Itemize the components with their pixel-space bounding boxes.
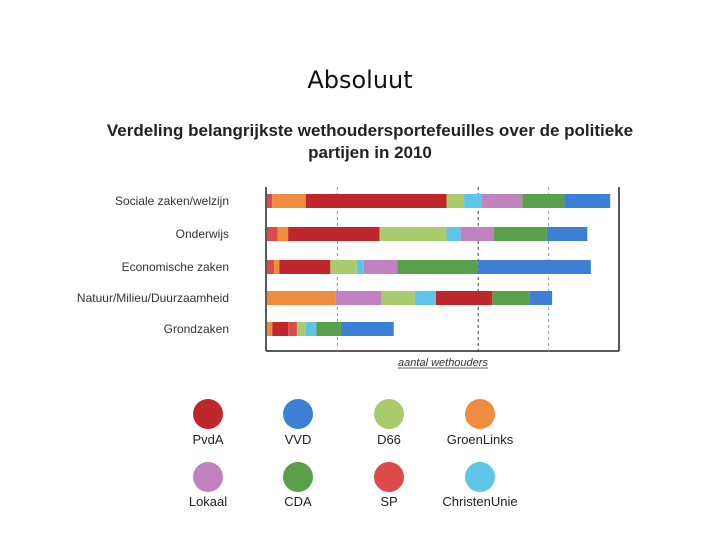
legend-label: GroenLinks <box>447 432 514 447</box>
bar-segment-pvda <box>305 194 447 208</box>
slide-title: Absoluut <box>307 66 413 94</box>
legend-swatch-groenlinks <box>465 399 495 429</box>
bar-segment-cda <box>316 322 341 336</box>
bar-segment-groenlinks <box>272 194 306 208</box>
bar-segment-sp <box>288 322 297 336</box>
bar-segment-cda <box>494 227 547 241</box>
bar-segment-d66 <box>446 194 465 208</box>
legend-swatch-pvda <box>193 399 223 429</box>
bar-segment-cda <box>397 260 479 274</box>
bar-segment-lokaal <box>460 227 495 241</box>
category-label: Grondzaken <box>164 322 229 336</box>
category-label: Onderwijs <box>176 227 229 241</box>
chart-title: Verdeling belangrijkste wethoudersportef… <box>106 121 634 162</box>
legend-label: D66 <box>377 432 401 447</box>
bar-segment-vvd <box>546 227 588 241</box>
legend-label: CDA <box>284 494 312 509</box>
bar-segment-lokaal <box>335 291 382 305</box>
bar-segment-christenunie <box>414 291 436 305</box>
bar-segment-cda <box>522 194 565 208</box>
bar-segment-christenunie <box>446 227 461 241</box>
bar-segment-christenunie <box>464 194 482 208</box>
legend-swatch-d66 <box>374 399 404 429</box>
legend: PvdA VVD D66 GroenLinks Lokaal CDA SP ChristenU… <box>189 399 518 509</box>
bar-segment-d66 <box>296 322 306 336</box>
bar-segment-pvda <box>279 260 331 274</box>
bar-segment-sp <box>267 194 273 208</box>
category-label: Economische zaken <box>122 260 229 274</box>
bar-segment-pvda <box>288 227 380 241</box>
plot-area: Sociale zaken/welzijn Onderwijs Economisch… <box>77 187 620 369</box>
legend-label: VVD <box>285 432 312 447</box>
bar-segment-d66 <box>381 291 415 305</box>
bar-segment-vvd <box>564 194 611 208</box>
bar-segment-d66 <box>330 260 357 274</box>
legend-label: ChristenUnie <box>442 494 517 509</box>
bar-segment-christenunie <box>356 260 364 274</box>
category-label: Natuur/Milieu/Duurzaamheid <box>77 291 229 305</box>
legend-label: SP <box>380 494 397 509</box>
bar-segment-vvd <box>529 291 553 305</box>
bar-segment-lokaal <box>481 194 523 208</box>
bar-segment-pvda <box>435 291 493 305</box>
x-axis-label: aantal wethouders <box>398 357 488 369</box>
bar-segment-groenlinks <box>274 260 280 274</box>
bar-segment-vvd <box>340 322 394 336</box>
legend-label: Lokaal <box>189 494 227 509</box>
legend-label: PvdA <box>192 432 223 447</box>
bar-segment-sp <box>267 260 275 274</box>
bar-segment-sp <box>267 227 278 241</box>
bar-segment-groenlinks <box>277 227 289 241</box>
bar-segment-cda <box>492 291 530 305</box>
bar-segment-groenlinks <box>267 322 273 336</box>
legend-swatch-sp <box>374 462 404 492</box>
bar-segment-vvd <box>478 260 591 274</box>
bar-segment-d66 <box>379 227 447 241</box>
bar-segment-groenlinks <box>267 291 336 305</box>
bar-segment-pvda <box>272 322 289 336</box>
bar-segment-christenunie <box>305 322 317 336</box>
bar-segment-lokaal <box>363 260 398 274</box>
legend-swatch-christenunie <box>465 462 495 492</box>
legend-swatch-cda <box>283 462 313 492</box>
legend-swatch-vvd <box>283 399 313 429</box>
category-label: Sociale zaken/welzijn <box>115 194 229 208</box>
legend-swatch-lokaal <box>193 462 223 492</box>
